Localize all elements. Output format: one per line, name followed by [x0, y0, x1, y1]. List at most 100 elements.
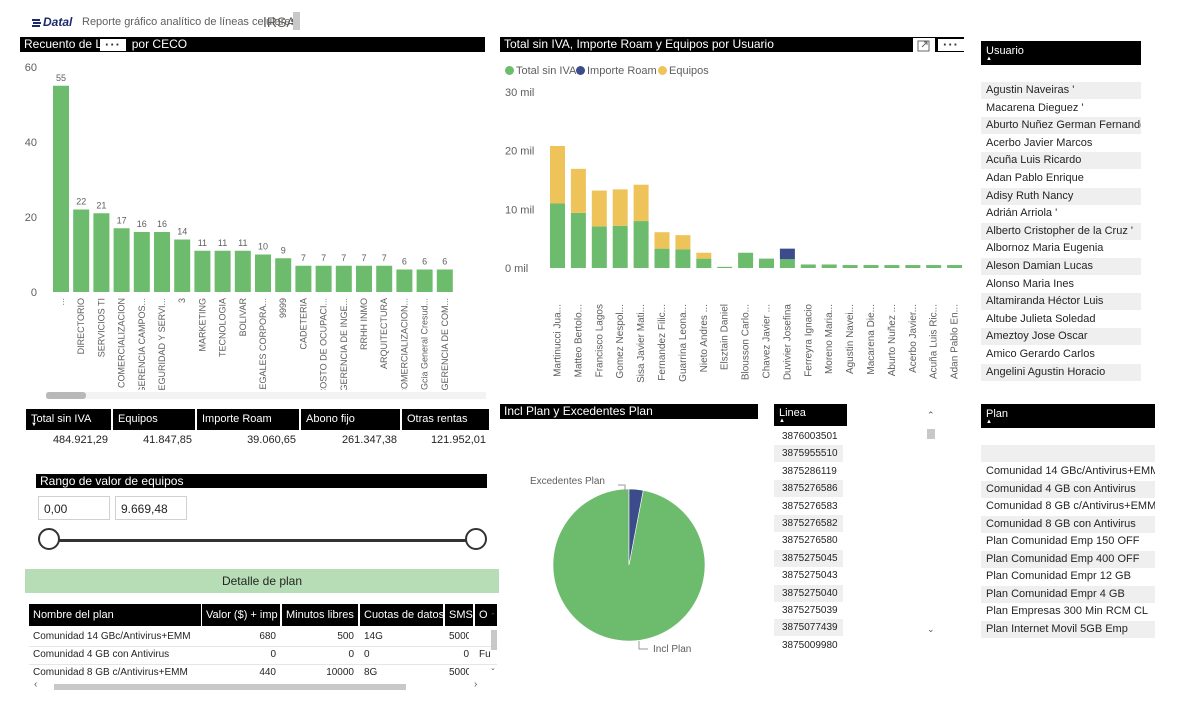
- plan-list-item[interactable]: Comunidad 4 GB con Antivirus: [981, 480, 1155, 498]
- stacked-bar-segment[interactable]: [905, 265, 921, 268]
- usuario-list-item[interactable]: Macarena Dieguez ': [986, 101, 1084, 114]
- plan-list-item[interactable]: Plan Empresas 300 Min RCM CL: [986, 605, 1149, 617]
- usuario-list-item[interactable]: Adan Pablo Enrique: [986, 172, 1084, 184]
- bar[interactable]: [356, 265, 372, 292]
- linea-scrollbar[interactable]: ⌃ ⌄: [926, 410, 936, 636]
- stacked-bar-segment[interactable]: [779, 248, 795, 260]
- stacked-bar-segment[interactable]: [821, 264, 837, 268]
- stacked-bar-segment[interactable]: [612, 225, 628, 268]
- stacked-bar-segment[interactable]: [654, 248, 670, 268]
- linea-list-item[interactable]: 3875009980: [782, 639, 838, 650]
- stacked-bar-segment[interactable]: [842, 265, 858, 268]
- scroll-right-icon[interactable]: ›: [474, 679, 478, 690]
- rango-min-input[interactable]: 0,00: [38, 496, 110, 520]
- scroll-down-icon[interactable]: ⌄: [490, 665, 496, 672]
- plan-list-item[interactable]: Plan Internet Movil 5GB Emp: [981, 620, 1155, 638]
- plan-list-item[interactable]: Plan Comunidad Empr 12 GB: [986, 570, 1131, 582]
- scroll-up-icon[interactable]: ⌃: [927, 410, 935, 420]
- stacked-bar-segment[interactable]: [570, 168, 586, 213]
- stacked-bar-segment[interactable]: [696, 258, 712, 268]
- table-column-header[interactable]: Minutos libres: [282, 604, 358, 626]
- linea-list-item[interactable]: 3875276582: [774, 515, 843, 532]
- usuario-slicer-header[interactable]: Usuario ▲: [981, 41, 1141, 65]
- scroll-down-icon[interactable]: ⌄: [927, 624, 935, 634]
- detalle-vscrollbar[interactable]: ⌃ ⌄: [490, 612, 498, 672]
- table-column-header[interactable]: Cuotas de datos: [360, 604, 443, 626]
- stacked-bar-segment[interactable]: [779, 259, 795, 268]
- linea-list-item[interactable]: 3876003501: [782, 431, 838, 442]
- usuario-list-item[interactable]: Agustin Naveiras ': [981, 82, 1141, 99]
- stacked-bar-segment[interactable]: [717, 266, 733, 268]
- stacked-bar-segment[interactable]: [926, 265, 942, 268]
- more-options-icon[interactable]: ···: [938, 38, 964, 51]
- plan-list-item[interactable]: Comunidad 8 GB c/Antivirus+EMM: [986, 500, 1155, 512]
- plan-search-row[interactable]: [981, 445, 1155, 462]
- bar[interactable]: [214, 250, 231, 292]
- stacked-bar-segment[interactable]: [612, 189, 628, 226]
- usuario-list-item[interactable]: Acuña Luis Ricardo: [981, 152, 1141, 170]
- usuario-list-item[interactable]: Adisy Ruth Nancy: [981, 187, 1141, 205]
- scroll-left-icon[interactable]: ‹: [34, 679, 38, 690]
- stacked-bar-segment[interactable]: [570, 212, 586, 268]
- linea-list-item[interactable]: 3875275043: [782, 570, 838, 582]
- stacked-bar-segment[interactable]: [696, 252, 712, 259]
- usuario-list-item[interactable]: Alonso Maria Ines: [986, 277, 1075, 290]
- rango-slider-track[interactable]: [50, 539, 476, 542]
- bar[interactable]: [396, 269, 413, 293]
- stacked-bar-segment[interactable]: [863, 265, 879, 268]
- usuario-list-item[interactable]: Albornoz Maria Eugenia: [986, 242, 1104, 255]
- stacked-bar-segment[interactable]: [633, 221, 649, 268]
- table-column-header[interactable]: Nombre del plan: [29, 604, 201, 626]
- bar[interactable]: [335, 265, 352, 292]
- linea-list-item[interactable]: 3875275045: [774, 549, 843, 567]
- bar[interactable]: [133, 232, 150, 292]
- usuario-list-item[interactable]: Alberto Cristopher de la Cruz ': [981, 222, 1141, 240]
- table-column-header[interactable]: O: [475, 604, 497, 626]
- bar[interactable]: [113, 228, 130, 292]
- stacked-bar-segment[interactable]: [947, 265, 963, 268]
- linea-list-item[interactable]: 3875275039: [782, 605, 838, 616]
- bar[interactable]: [416, 269, 433, 293]
- usuario-list-item[interactable]: Angelini Agustin Horacio: [981, 363, 1141, 381]
- sort-down-icon[interactable]: ▼: [31, 422, 37, 428]
- stacked-bar-segment[interactable]: [738, 252, 754, 268]
- stacked-bar-segment[interactable]: [884, 265, 900, 268]
- table-row[interactable]: Comunidad 14 GBc/Antivirus+EMM 680 500 14G 5…: [29, 628, 497, 647]
- linea-list-item[interactable]: 3875275040: [774, 584, 843, 602]
- usuario-list-item[interactable]: Altamiranda Héctor Luis: [981, 293, 1141, 311]
- linea-list-item[interactable]: 3875276580: [782, 535, 838, 547]
- detalle-plan-button[interactable]: Detalle de plan: [25, 569, 499, 593]
- kpi-header[interactable]: Otras rentas: [402, 409, 489, 430]
- bar[interactable]: [436, 269, 453, 293]
- usuario-list-item[interactable]: Altube Julieta Soledad: [986, 312, 1096, 325]
- bar[interactable]: [154, 232, 170, 292]
- usuario-list-item[interactable]: Amico Gerardo Carlos: [986, 348, 1095, 360]
- scroll-thumb[interactable]: [927, 429, 935, 439]
- kpi-header[interactable]: Importe Roam: [197, 409, 299, 430]
- usuario-list-item[interactable]: Adrián Arriola ': [986, 207, 1058, 220]
- sort-up-icon[interactable]: ▲: [986, 419, 992, 425]
- bar[interactable]: [295, 265, 312, 292]
- stacked-bar-segment[interactable]: [675, 249, 691, 268]
- kpi-header[interactable]: Equipos: [113, 409, 195, 430]
- bar[interactable]: [93, 213, 110, 292]
- usuario-list-item[interactable]: Ameztoy Jose Oscar: [981, 328, 1141, 346]
- stacked-bar-segment[interactable]: [654, 232, 670, 249]
- bar[interactable]: [255, 254, 271, 293]
- detalle-hscrollbar[interactable]: ‹ ›: [34, 679, 486, 691]
- kpi-header[interactable]: Abono fijo: [301, 409, 400, 430]
- sort-up-icon[interactable]: ▲: [986, 56, 992, 62]
- ceco-scrollbar-thumb[interactable]: [46, 392, 86, 399]
- bar[interactable]: [73, 209, 90, 293]
- rango-slider-min-handle[interactable]: [38, 528, 60, 550]
- table-column-header[interactable]: SMS: [445, 604, 473, 626]
- sort-up-icon[interactable]: ▲: [779, 418, 785, 424]
- stacked-bar-segment[interactable]: [591, 190, 607, 227]
- usuario-list-item[interactable]: Aleson Damian Lucas: [981, 258, 1141, 275]
- linea-list-item[interactable]: 3875286119: [782, 465, 837, 477]
- linea-list-item[interactable]: 3875955510: [774, 445, 843, 463]
- stacked-bar-segment[interactable]: [591, 226, 607, 268]
- stacked-bar-segment[interactable]: [550, 203, 565, 268]
- stacked-bar-segment[interactable]: [550, 145, 565, 204]
- focus-mode-icon[interactable]: [913, 38, 935, 54]
